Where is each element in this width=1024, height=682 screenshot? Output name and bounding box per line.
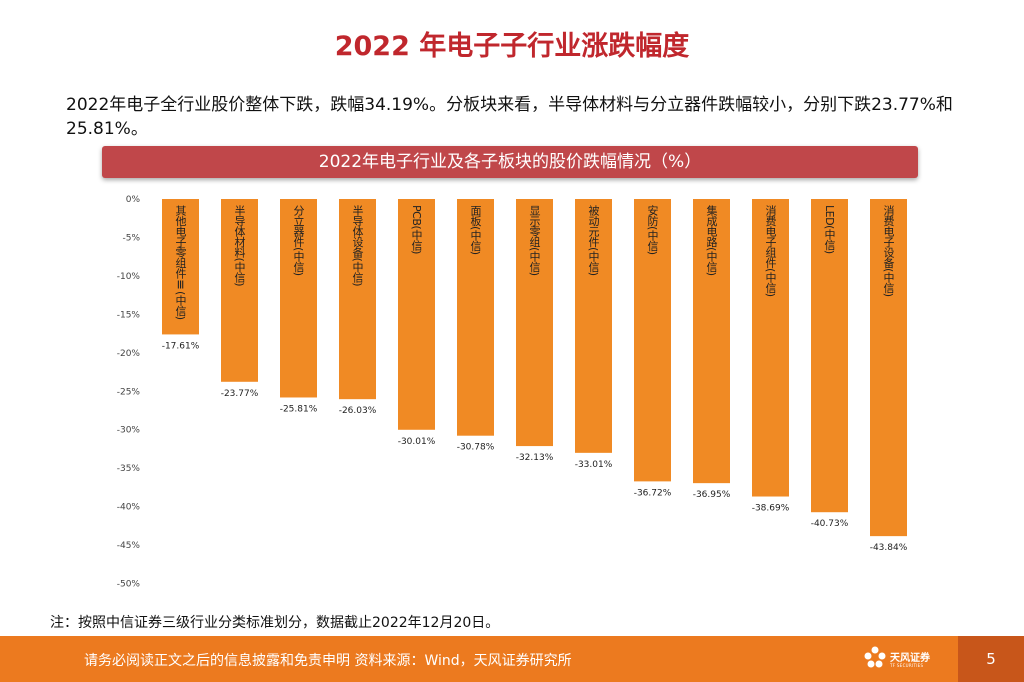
data-label: -43.84% — [870, 543, 908, 553]
bar — [870, 199, 907, 537]
bar — [575, 199, 612, 453]
y-tick-label: -20% — [117, 349, 141, 359]
y-tick-label: -30% — [117, 426, 141, 436]
data-label: -36.95% — [693, 490, 731, 500]
tf-flower-logo-icon — [864, 646, 886, 668]
category-label: 面板(中信) — [469, 205, 482, 255]
category-label: LED(中信) — [823, 205, 836, 254]
data-label: -25.81% — [280, 404, 318, 414]
y-tick-label: -15% — [117, 310, 141, 320]
y-tick-label: -25% — [117, 387, 141, 397]
y-tick-label: -10% — [117, 272, 141, 282]
tf-logo: 天风证券 TF SECURITIES — [862, 645, 942, 673]
category-label: 显示零组(中信) — [528, 205, 541, 276]
footnote: 注：按照中信证券三级行业分类标准划分，数据截止2022年12月20日。 — [50, 615, 500, 631]
logo-name: 天风证券 — [890, 653, 930, 664]
bar — [457, 199, 494, 436]
footer-bar: 请务必阅读正文之后的信息披露和免责申明 资料来源：Wind，天风证券研究所 天风… — [0, 636, 1024, 682]
data-label: -26.03% — [339, 406, 377, 416]
category-label: PCB(中信) — [410, 205, 423, 254]
data-label: -23.77% — [221, 389, 259, 399]
y-tick-label: -45% — [117, 541, 141, 551]
data-label: -36.72% — [634, 488, 672, 498]
bar — [221, 199, 258, 382]
category-label: 集成电路(中信) — [705, 204, 718, 276]
data-label: -32.13% — [516, 453, 554, 463]
y-tick-label: -50% — [117, 580, 141, 590]
data-label: -40.73% — [811, 519, 849, 529]
y-tick-label: -40% — [117, 503, 141, 513]
category-label: 被动元件(中信) — [587, 205, 600, 276]
page-number: 5 — [958, 636, 1024, 682]
bar — [516, 199, 553, 447]
logo-sub: TF SECURITIES — [890, 663, 924, 668]
data-label: -30.78% — [457, 443, 495, 453]
page-title: 2022 年电子子行业涨跌幅度 — [334, 31, 690, 62]
category-label: 半导体材料(中信) — [233, 204, 246, 287]
category-label: 消费电子设备(中信) — [882, 204, 895, 297]
data-label: -30.01% — [398, 437, 436, 447]
bar — [811, 199, 848, 513]
data-label: -33.01% — [575, 460, 613, 470]
bar — [693, 199, 730, 484]
bar — [162, 199, 199, 335]
bar-chart: 0% -5% -10% -15% -20% -25% -30% -35% -40% -45% -50… — [117, 195, 908, 590]
category-label: 其他电子零组件Ⅲ(中信) — [174, 205, 187, 320]
data-label: -38.69% — [752, 504, 790, 514]
bar — [398, 199, 435, 430]
disclaimer-text: 请务必阅读正文之后的信息披露和免责申明 资料来源：Wind，天风证券研究所 — [84, 653, 572, 669]
y-tick-label: -35% — [117, 464, 141, 474]
bar — [634, 199, 671, 482]
bar — [339, 199, 376, 400]
y-tick-label: 0% — [126, 195, 141, 205]
chart-title-banner: 2022年电子行业及各子板块的股价跌幅情况（%） — [102, 146, 918, 178]
bar — [280, 199, 317, 398]
category-label: 安防(中信) — [646, 204, 659, 255]
category-label: 半导体设备(中信) — [351, 204, 364, 287]
category-label: 分立器件(中信) — [292, 205, 305, 276]
bar — [752, 199, 789, 497]
data-label: -17.61% — [162, 341, 200, 351]
category-label: 消费电子组件(中信) — [764, 204, 777, 297]
summary-text: 2022年电子全行业股价整体下跌，跌幅34.19%。分板块来看，半导体材料与分立… — [66, 95, 953, 139]
y-tick-label: -5% — [122, 233, 140, 243]
